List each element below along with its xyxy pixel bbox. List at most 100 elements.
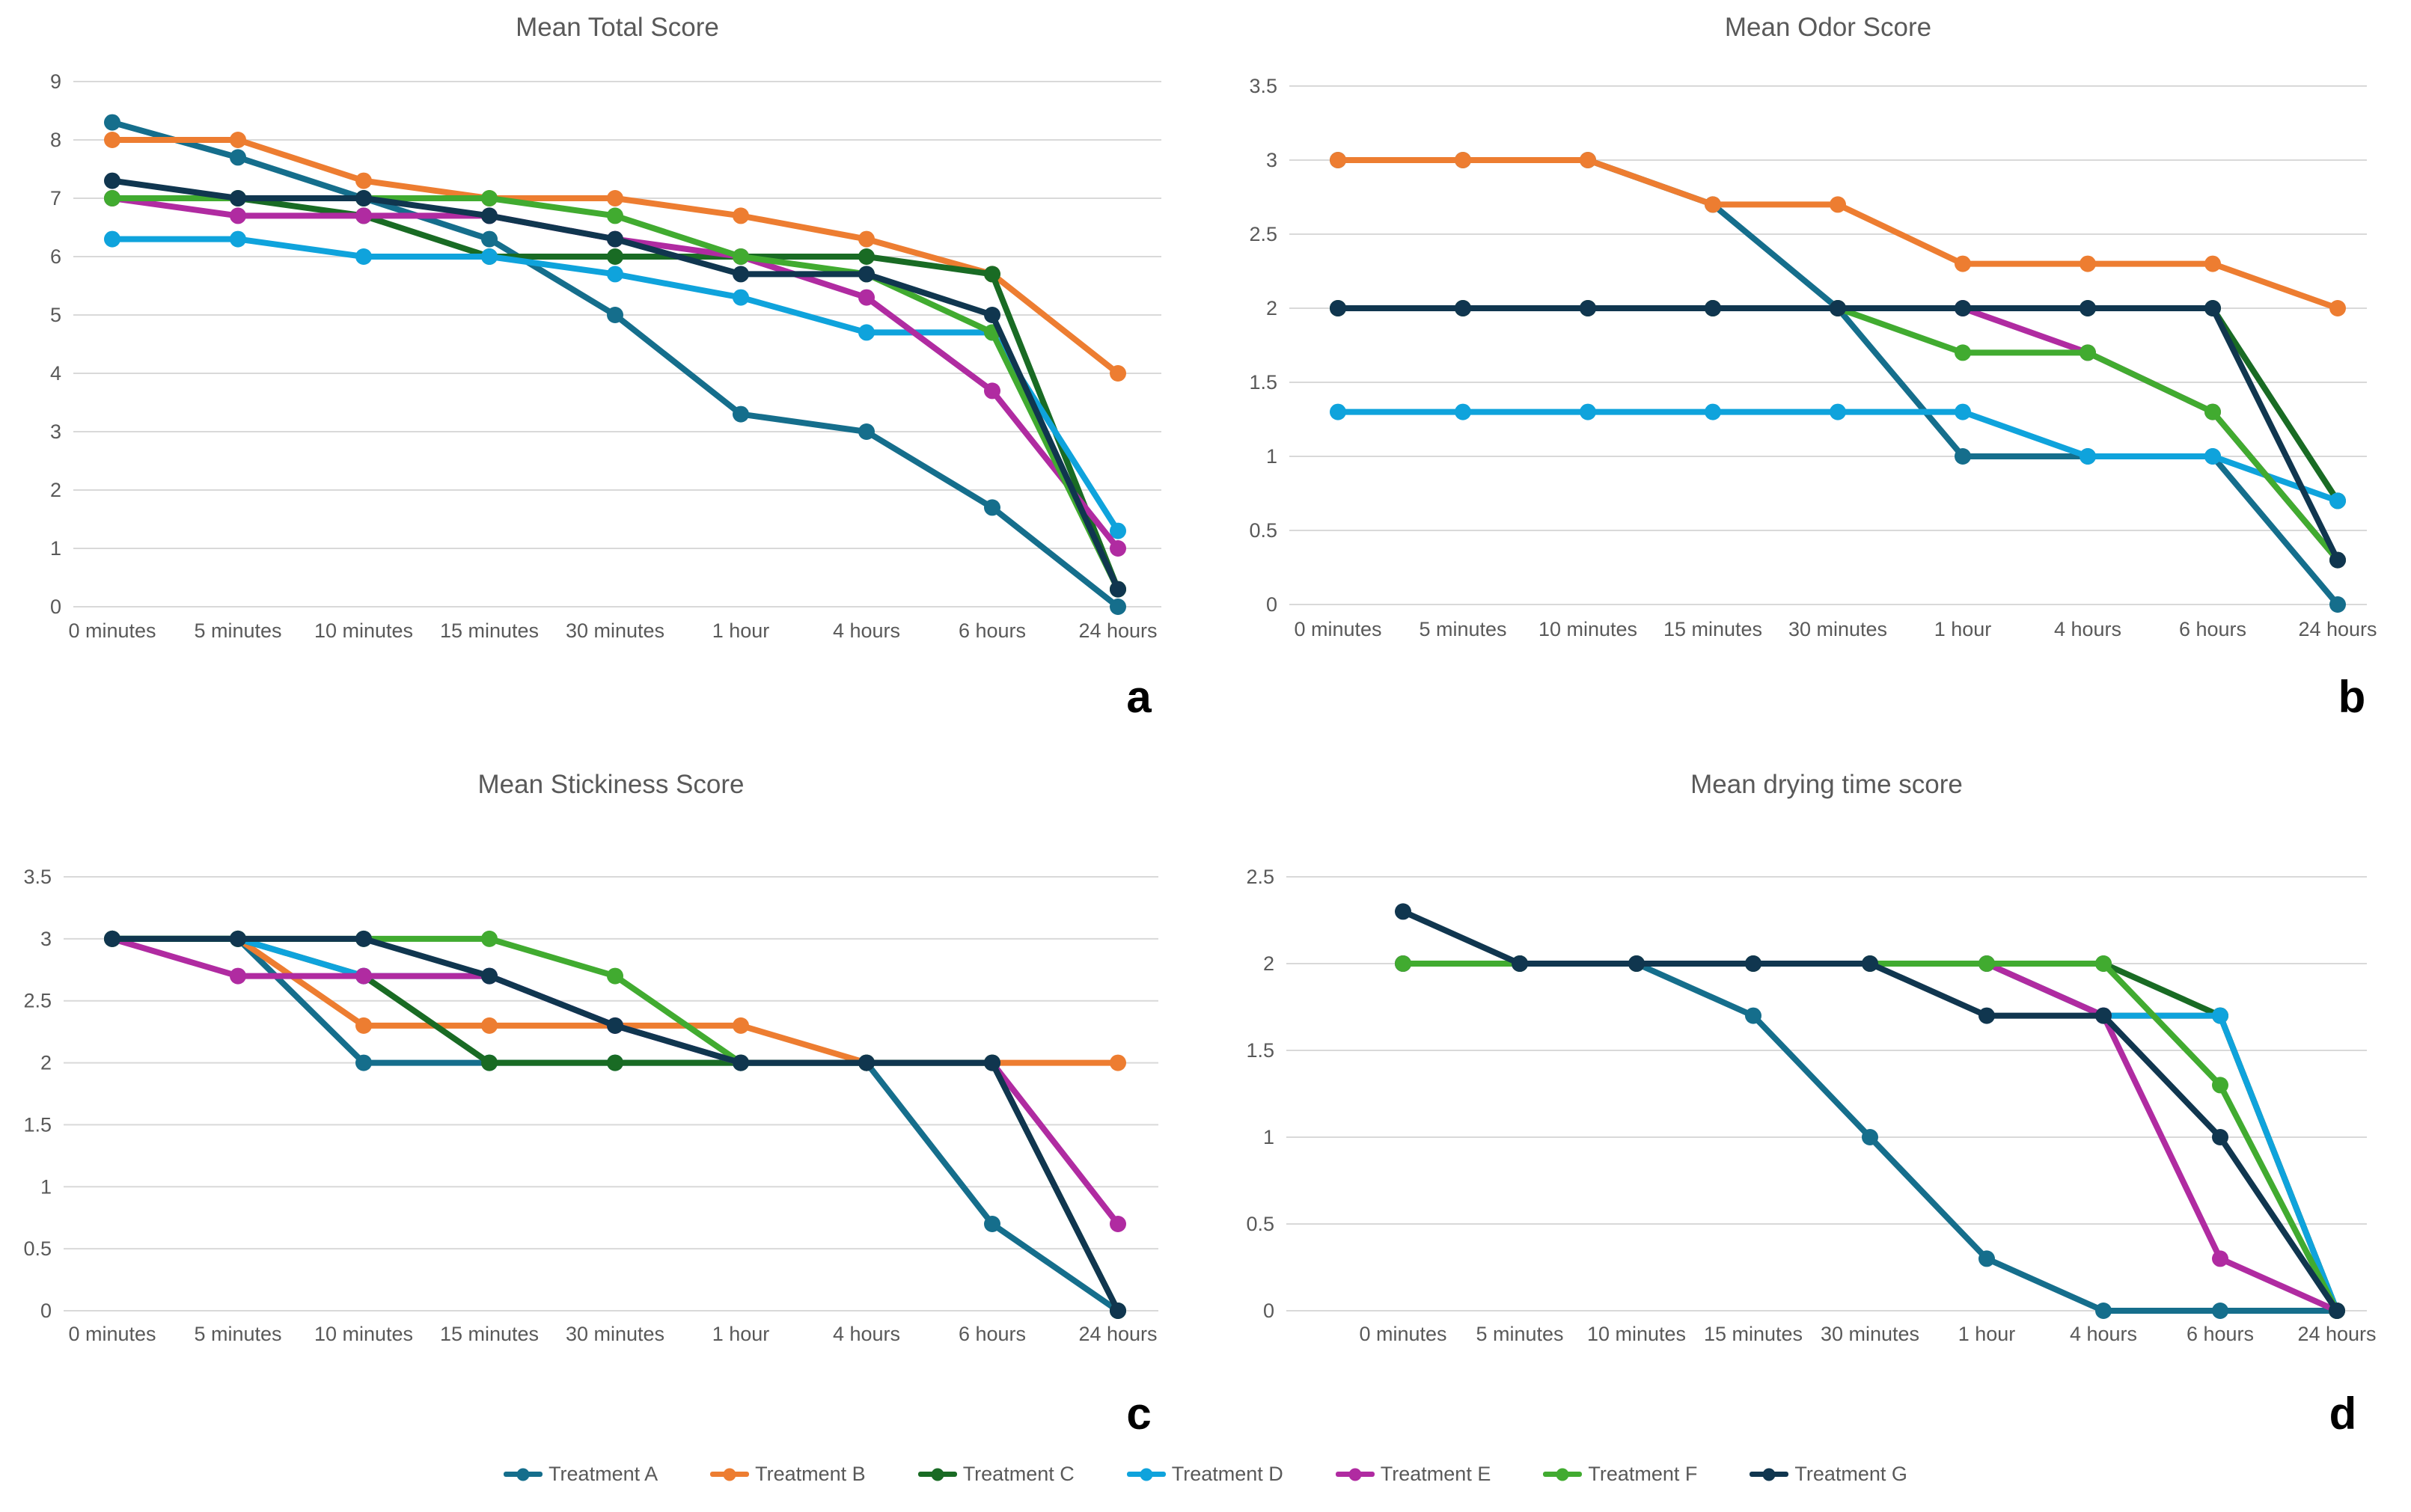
series-marker-treatment-f [2204,403,2221,420]
x-tick-label: 6 hours [2179,618,2246,640]
series-marker-treatment-c [984,266,1000,283]
series-marker-treatment-f [1978,955,1995,972]
x-tick-label: 6 hours [959,1323,1026,1345]
legend-line-marker-icon [504,1468,543,1481]
series-marker-treatment-b [1330,152,1346,168]
legend-dot-icon [1556,1468,1569,1481]
panel-letter-b: b [2338,672,2366,718]
series-marker-treatment-g [1978,1007,1995,1024]
x-tick-label: 6 hours [959,619,1026,642]
series-marker-treatment-g [1330,300,1346,316]
legend-dot-icon [1348,1468,1362,1481]
series-marker-treatment-b [1455,152,1471,168]
series-marker-treatment-e [230,207,246,224]
series-marker-treatment-g [984,307,1000,323]
x-tick-label: 10 minutes [314,1323,413,1345]
series-marker-treatment-a [2095,1303,2112,1319]
series-marker-treatment-d [1455,403,1471,420]
y-tick-label: 2 [1266,297,1277,319]
series-marker-treatment-f [1955,344,1971,361]
series-marker-treatment-b [2080,255,2096,272]
x-tick-label: 1 hour [712,619,770,642]
series-marker-treatment-f [2212,1077,2228,1094]
series-marker-treatment-a [104,114,120,131]
series-marker-treatment-b [1580,152,1596,168]
legend-line-marker-icon [1543,1468,1583,1481]
series-marker-treatment-c [607,1054,623,1071]
series-marker-treatment-a [984,499,1000,516]
chart-title-c: Mean Stickiness Score [478,770,745,799]
series-marker-treatment-a [1955,448,1971,465]
series-marker-treatment-b [1110,365,1126,382]
y-tick-label: 6 [50,245,61,268]
x-tick-label: 15 minutes [440,619,539,642]
y-tick-label: 5 [50,304,61,326]
series-marker-treatment-a [1745,1007,1761,1024]
x-tick-label: 30 minutes [1821,1323,1919,1345]
x-tick-label: 10 minutes [1538,618,1637,640]
series-marker-treatment-b [733,1017,749,1034]
series-marker-treatment-g [1110,581,1126,598]
series-marker-treatment-g [355,930,372,947]
legend-label: Treatment A [548,1463,658,1485]
series-marker-treatment-b [1830,196,1846,213]
legend: Treatment A Treatment B Treatment C Treatme… [0,1436,2411,1512]
series-marker-treatment-a [733,405,749,423]
chart-title-a: Mean Total Score [516,13,719,42]
y-tick-label: 1 [1263,1126,1274,1148]
series-marker-treatment-a [230,149,246,166]
series-marker-treatment-g [481,207,498,224]
legend-item-treatment-a: Treatment A [504,1463,658,1486]
series-marker-treatment-a [984,1216,1000,1232]
series-marker-treatment-g [607,1017,623,1034]
x-tick-label: 24 hours [2298,618,2377,640]
series-marker-treatment-d [1705,403,1721,420]
legend-label: Treatment D [1171,1463,1283,1485]
series-marker-treatment-d [1580,403,1596,420]
x-tick-label: 4 hours [2054,618,2121,640]
x-tick-label: 30 minutes [566,619,664,642]
series-marker-treatment-g [481,967,498,985]
series-marker-treatment-e [2212,1250,2228,1267]
y-tick-label: 4 [50,362,61,385]
x-tick-label: 0 minutes [1294,618,1381,640]
x-tick-label: 1 hour [1958,1323,2016,1345]
x-tick-label: 0 minutes [1359,1323,1446,1345]
series-marker-treatment-g [230,190,246,206]
series-marker-treatment-g [607,230,623,248]
series-marker-treatment-b [355,1017,372,1034]
series-marker-treatment-g [984,1054,1000,1071]
legend-dot-icon [723,1468,736,1481]
series-marker-treatment-d [607,266,623,283]
legend-item-treatment-e: Treatment E [1335,1463,1491,1486]
series-line-treatment-d [109,236,1121,534]
series-marker-treatment-e [1110,540,1126,557]
series-marker-treatment-d [858,324,875,341]
series-marker-treatment-b [230,132,246,148]
y-tick-label: 1 [40,1175,52,1198]
series-marker-treatment-d [2080,448,2096,465]
series-marker-treatment-d [1330,403,1346,420]
series-marker-treatment-b [1705,196,1721,213]
y-tick-label: 1 [1266,445,1277,468]
series-marker-treatment-e [984,382,1000,400]
series-marker-treatment-g [1745,955,1761,972]
series-marker-treatment-d [733,289,749,306]
y-tick-label: 2.5 [1246,866,1274,888]
legend-item-treatment-g: Treatment G [1750,1463,1907,1486]
legend-dot-icon [931,1468,944,1481]
series-marker-treatment-g [1580,300,1596,316]
x-tick-label: 5 minutes [1419,618,1506,640]
series-marker-treatment-c [607,248,623,265]
legend-dot-icon [1762,1468,1776,1481]
x-tick-label: 24 hours [2297,1323,2376,1345]
x-tick-label: 0 minutes [68,619,156,642]
x-tick-label: 0 minutes [68,1323,156,1345]
y-tick-label: 3.5 [1249,75,1277,97]
series-marker-treatment-g [104,172,120,189]
legend-item-treatment-c: Treatment C [917,1463,1075,1486]
series-marker-treatment-a [355,1054,372,1071]
series-marker-treatment-d [481,248,498,265]
